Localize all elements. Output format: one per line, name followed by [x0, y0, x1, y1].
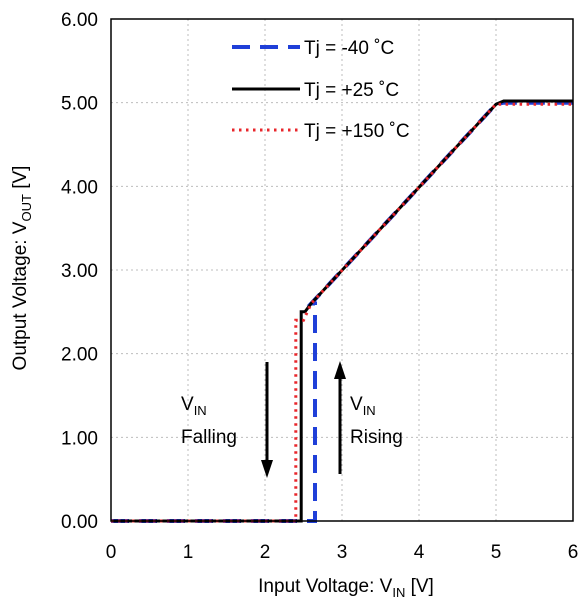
annotation-falling: VIN Falling — [181, 362, 273, 478]
legend-label: Tj = +150 ˚C — [304, 121, 410, 142]
arrow-head-icon — [261, 460, 273, 478]
y-axis-title: Output Voltage: VOUT [V] — [10, 166, 34, 371]
y-tick-labels: 0.00 1.00 2.00 3.00 4.00 5.00 6.00 — [61, 10, 98, 533]
series-line-3 — [111, 102, 573, 523]
annotations: VIN Falling VIN Rising — [181, 361, 403, 478]
y-tick-label: 2.00 — [61, 345, 98, 366]
grid — [111, 19, 573, 521]
y-tick-label: 0.00 — [61, 512, 98, 533]
plot-frame — [110, 18, 574, 522]
x-tick-label: 6 — [568, 542, 579, 563]
x-tick-label: 2 — [260, 542, 271, 563]
legend-label: Tj = +25 ˚C — [304, 80, 399, 101]
y-tick-label: 5.00 — [61, 94, 98, 115]
y-tick-label: 3.00 — [61, 261, 98, 282]
x-axis-title: Input Voltage: VIN [V] — [258, 576, 434, 600]
x-tick-label: 1 — [183, 542, 194, 563]
annotation-label: Falling — [181, 427, 237, 448]
annotation-label: Rising — [350, 427, 403, 448]
y-tick-label: 1.00 — [61, 428, 98, 449]
y-tick-label: 6.00 — [61, 10, 98, 31]
x-tick-label: 0 — [106, 542, 117, 563]
annotation-label: VIN — [350, 394, 376, 418]
legend: Tj = -40 ˚C Tj = +25 ˚C Tj = +150 ˚C — [232, 38, 410, 142]
x-tick-label: 4 — [414, 542, 425, 563]
x-tick-label: 3 — [337, 542, 348, 563]
x-tick-labels: 0 1 2 3 4 5 6 — [106, 542, 579, 563]
arrow-head-icon — [334, 361, 346, 379]
annotation-rising: VIN Rising — [334, 361, 403, 474]
annotation-label: VIN — [181, 394, 207, 418]
y-tick-label: 4.00 — [61, 177, 98, 198]
legend-label: Tj = -40 ˚C — [304, 38, 394, 59]
x-tick-label: 5 — [491, 542, 502, 563]
